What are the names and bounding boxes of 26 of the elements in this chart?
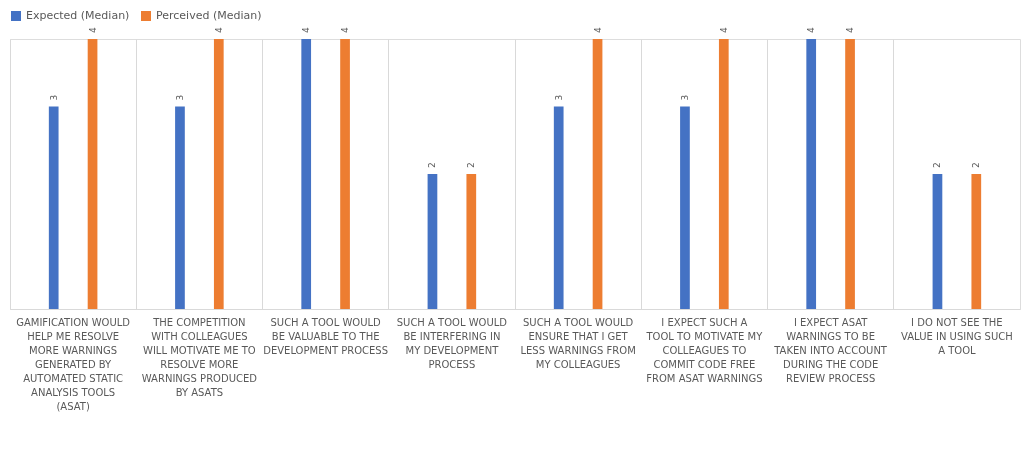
x-tick-label: SUCH A TOOL WOULD BE VALUABLE TO THE DEVELOPMENT PROCESS (263, 316, 389, 356)
data-label: 3 (174, 94, 185, 101)
x-tick-label: I EXPECT SUCH A TOOL TO MOTIVATE MY COLLEAGUES TO COMMIT CODE FREE FROM ASAT WARNINGS (645, 316, 764, 384)
x-tick-label: THE COMPETITION WITH COLLEAGUES WILL MOTIVATE ME TO RESOLVE MORE WARNINGS PRODUCED BY ASATS (141, 316, 258, 398)
data-label: 3 (553, 94, 564, 101)
data-label: 4 (718, 27, 729, 33)
data-label: 4 (213, 27, 224, 33)
legend-label: Expected (Median) (26, 9, 130, 22)
x-tick-label: SUCH A TOOL WOULD BE INTERFERING IN MY DEVELOPMENT PROCESS (396, 316, 508, 370)
x-tick-label: GAMIFICATION WOULD HELP ME RESOLVE MORE WARNINGS GENERATED BY AUTOMATED STATIC ANALYSIS TOOLS (ASAT) (16, 316, 131, 412)
data-label: 2 (466, 162, 477, 168)
data-label: 2 (932, 162, 943, 168)
data-label: 4 (340, 27, 351, 33)
data-label: 4 (845, 27, 856, 33)
data-label: 2 (427, 162, 438, 168)
x-tick-label: I EXPECT ASAT WARNINGS TO BE TAKEN INTO ACCOUNT DURING THE CODE REVIEW PROCESS (773, 316, 888, 384)
data-label: 4 (87, 27, 98, 33)
data-label: 4 (592, 27, 603, 33)
data-label: 4 (301, 27, 312, 33)
data-label: 4 (806, 27, 817, 33)
x-tick-label: I DO NOT SEE THE VALUE IN USING SUCH A TOOL (901, 316, 1013, 356)
legend-label: Perceived (Median) (156, 9, 262, 22)
data-label: 2 (971, 162, 982, 168)
x-tick-label: SUCH A TOOL WOULD ENSURE THAT I GET LESS WARNINGS FROM MY COLLEAGUES (520, 316, 636, 370)
data-label: 3 (48, 94, 59, 101)
data-label: 3 (679, 94, 690, 101)
